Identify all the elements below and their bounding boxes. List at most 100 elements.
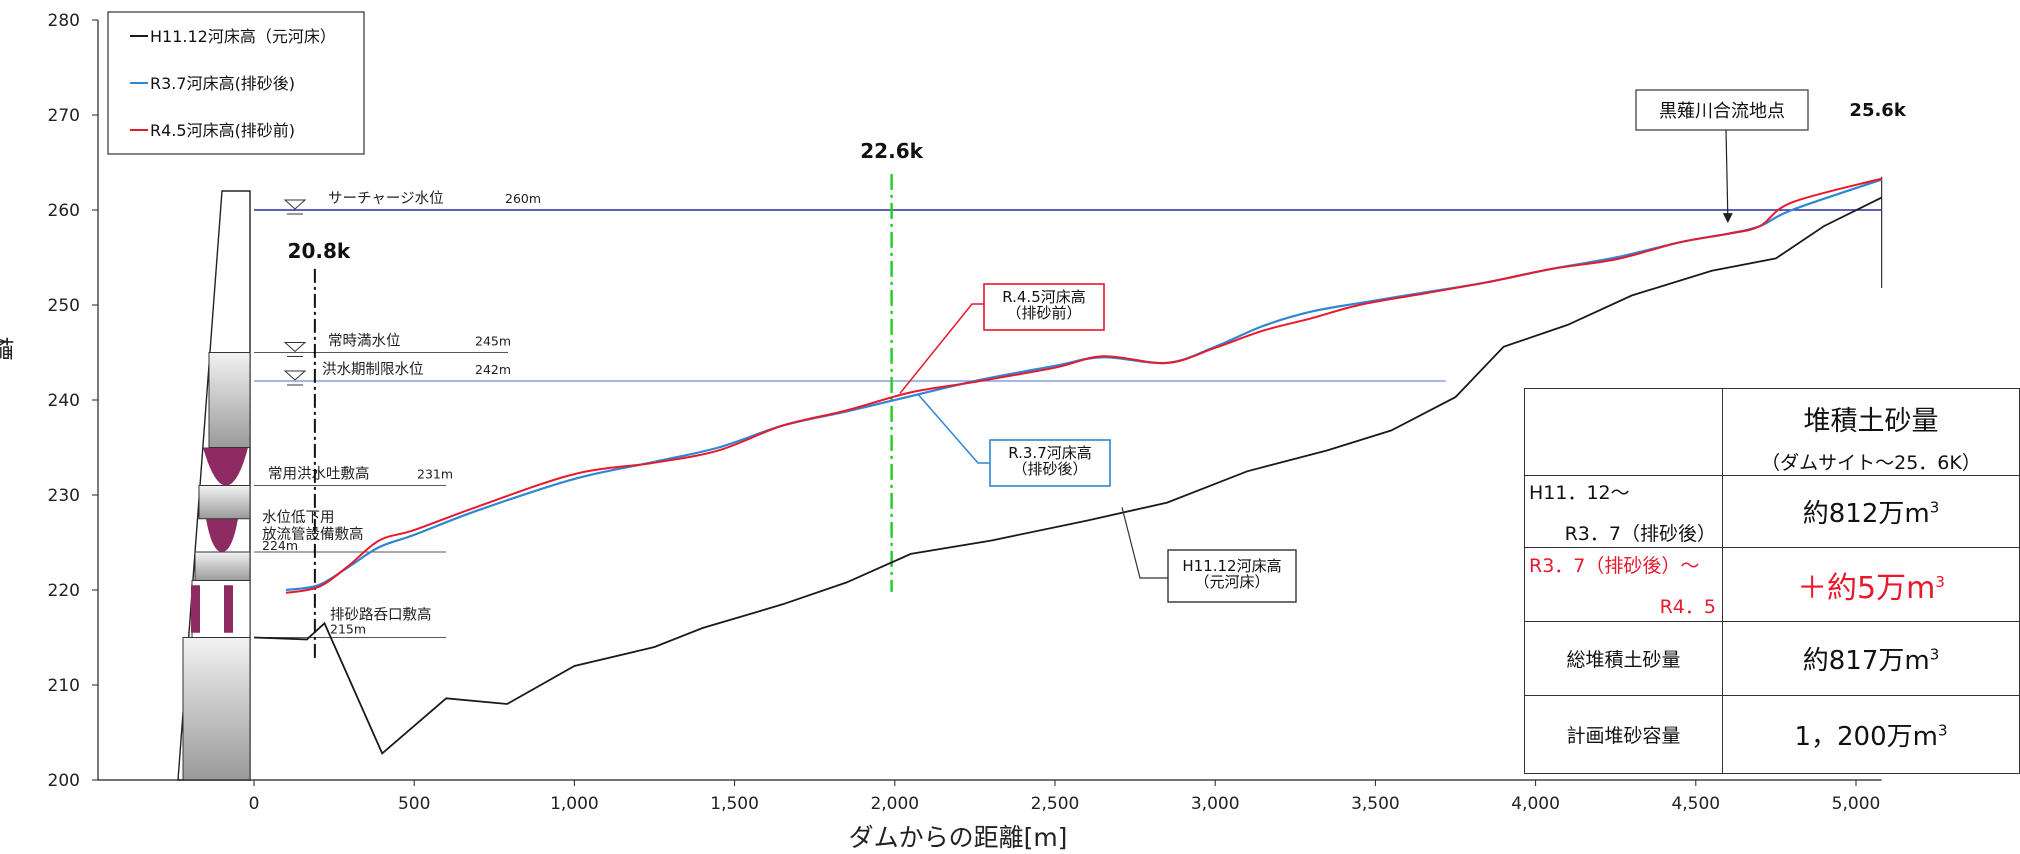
row-unit-exp: 3 bbox=[1935, 572, 1945, 591]
dam-conduit bbox=[206, 518, 238, 552]
sediment-volume-table: 堆積土砂量 （ダムサイト～25．6K） H11．12～ R3．7（排砂後） 約8… bbox=[1524, 388, 2020, 774]
x-tick-label: 4,000 bbox=[1511, 794, 1560, 814]
reference-label: 放流管設備敷高 bbox=[262, 526, 364, 543]
dam-gate bbox=[191, 585, 200, 633]
series-line-r4 bbox=[285, 177, 1882, 594]
row-label: 総堆積土砂量 bbox=[1524, 621, 1723, 696]
reference-value: 260m bbox=[505, 191, 541, 206]
x-tick-label: 3,500 bbox=[1351, 794, 1400, 814]
x-tick-label: 4,500 bbox=[1671, 794, 1720, 814]
x-axis-label: ダムからの距離[m] bbox=[849, 823, 1068, 852]
reference-label: サーチャージ水位 bbox=[328, 190, 444, 207]
callout-h11-line2: （元河床） bbox=[1194, 573, 1269, 591]
y-tick-label: 280 bbox=[48, 11, 80, 31]
legend: H11.12河床高（元河床） R3.7河床高(排砂後) R4.5河床高(排砂前) bbox=[107, 11, 365, 155]
row-unit-exp: 3 bbox=[1937, 721, 1948, 740]
y-tick-label: 220 bbox=[48, 581, 80, 601]
confluence-label: 黒薙川合流地点 bbox=[1659, 101, 1785, 122]
row-label-line1: H11．12～ bbox=[1529, 481, 1630, 504]
reference-value: 224m bbox=[262, 538, 298, 553]
table-row: 総堆積土砂量 約817万m3 bbox=[1524, 621, 2020, 696]
row-unit-exp: 3 bbox=[1929, 645, 1940, 664]
section-marker-label: 20.8k bbox=[288, 239, 351, 263]
x-tick-label: 1,500 bbox=[710, 794, 759, 814]
reference-value: 215m bbox=[330, 622, 366, 637]
section-marker-label: 25.6k bbox=[1849, 100, 1906, 121]
row-value-cell: 約812万m3 bbox=[1722, 475, 2020, 548]
row-unit: m bbox=[1904, 646, 1930, 676]
callout-r4-box bbox=[983, 283, 1105, 331]
dam-block-upper bbox=[208, 352, 251, 448]
y-tick-label: 240 bbox=[48, 391, 80, 411]
callout-r4-leader bbox=[899, 303, 984, 394]
reference-value: 242m bbox=[475, 362, 511, 377]
water-level-icon bbox=[283, 370, 307, 381]
confluence-box bbox=[1635, 89, 1809, 131]
callout-r3-leader bbox=[917, 393, 990, 464]
reference-label: 常時満水位 bbox=[328, 333, 401, 350]
row-label-line1: R3．7（排砂後）～ bbox=[1529, 554, 1700, 577]
legend-label: R4.5河床高(排砂前) bbox=[150, 121, 295, 140]
callout-h11-leader bbox=[1121, 507, 1168, 579]
x-tick-label: 3,000 bbox=[1191, 794, 1240, 814]
x-tick-label: 2,500 bbox=[1031, 794, 1080, 814]
row-label-line2: R3．7（排砂後） bbox=[1564, 522, 1716, 545]
y-axis-label: 標高[m] bbox=[0, 332, 14, 360]
legend-box bbox=[107, 11, 365, 155]
table-header-sub: （ダムサイト～25．6K） bbox=[1761, 452, 1981, 474]
row-unit-exp: 3 bbox=[1929, 498, 1940, 517]
x-tick-label: 1,000 bbox=[550, 794, 599, 814]
row-value: 約812万 bbox=[1802, 499, 1905, 529]
x-tick-label: 500 bbox=[398, 794, 430, 814]
water-level-icon bbox=[283, 342, 307, 353]
y-tick-label: 270 bbox=[48, 106, 80, 126]
dam-structure bbox=[177, 190, 251, 781]
reference-label: 排砂路呑口敷高 bbox=[330, 607, 432, 624]
reference-label: 水位低下用 bbox=[262, 509, 335, 526]
row-unit: m bbox=[1906, 570, 1936, 606]
reference-label: 洪水期制限水位 bbox=[322, 361, 424, 378]
callout-r3-line2: （排砂後） bbox=[1012, 460, 1087, 478]
row-value-cell: 約817万m3 bbox=[1722, 621, 2020, 696]
row-value: ＋約5万 bbox=[1797, 570, 1907, 606]
series-line-h11 bbox=[253, 196, 1882, 755]
table-header-main: 堆積土砂量 bbox=[1803, 406, 1939, 437]
row-value: 1，200万 bbox=[1794, 722, 1913, 752]
y-tick-label: 200 bbox=[48, 771, 80, 791]
callout-r4-line1: R.4.5河床高 bbox=[1002, 288, 1086, 306]
confluence-arrowhead bbox=[1722, 213, 1733, 224]
dam-gate bbox=[224, 585, 233, 633]
dam-block-base bbox=[182, 637, 251, 781]
series-lines bbox=[253, 177, 1882, 755]
x-tick-label: 5,000 bbox=[1832, 794, 1881, 814]
callout-r3-line1: R.3.7河床高 bbox=[1008, 444, 1092, 462]
table-row: H11．12～ R3．7（排砂後） 約812万m3 bbox=[1524, 475, 2020, 548]
table-row: 計画堆砂容量 1，200万m3 bbox=[1524, 695, 2020, 774]
water-level-icon bbox=[283, 199, 307, 210]
legend-label: R3.7河床高(排砂後) bbox=[150, 74, 295, 93]
x-tick-label: 0 bbox=[249, 794, 260, 814]
row-value: 約817万 bbox=[1802, 646, 1905, 676]
callout-r4-line2: （排砂前） bbox=[1006, 304, 1081, 322]
callout-h11-line1: H11.12河床高 bbox=[1182, 557, 1281, 575]
row-value-cell: 1，200万m3 bbox=[1722, 695, 2020, 774]
row-unit: m bbox=[1904, 499, 1930, 529]
dam-spillway bbox=[203, 447, 248, 486]
chart-axes: 200 210 220 230 240 250 260 270 280 0 500 1,000 1,50… bbox=[0, 11, 1882, 852]
section-markers: 20.8k 22.6k 25.6k bbox=[288, 100, 1907, 662]
reference-value: 245m bbox=[475, 334, 511, 349]
annotations: 黒薙川合流地点 R.4.5河床高（排砂前） R.3.7河床高（排砂後） H11.12河… bbox=[899, 89, 1809, 603]
table-row: R3．7（排砂後）～ R4．5 ＋約5万m3 bbox=[1524, 547, 2020, 622]
row-label: 計画堆砂容量 bbox=[1524, 695, 1723, 774]
dam-block-sluice bbox=[191, 580, 251, 638]
reference-value: 231m bbox=[417, 467, 453, 482]
reference-label: 常用洪水吐敷高 bbox=[268, 466, 370, 483]
row-value-cell: ＋約5万m3 bbox=[1722, 547, 2020, 622]
dam-block-mid bbox=[198, 485, 251, 520]
y-tick-label: 230 bbox=[48, 486, 80, 506]
x-tick-label: 2,000 bbox=[870, 794, 919, 814]
table-header-cell: 堆積土砂量 （ダムサイト～25．6K） bbox=[1722, 388, 2020, 476]
table-corner-cell bbox=[1524, 388, 1723, 476]
y-tick-label: 250 bbox=[48, 296, 80, 316]
